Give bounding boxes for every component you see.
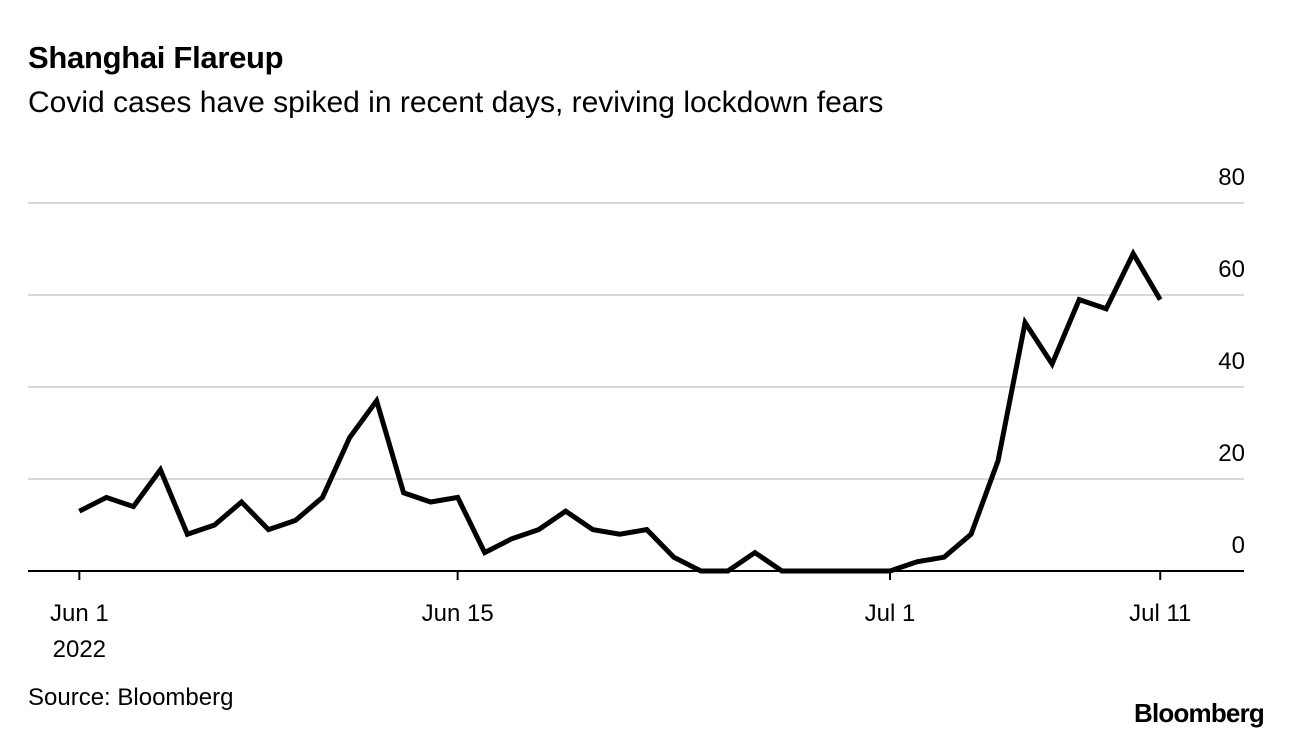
- data-point-day-4: [185, 532, 190, 537]
- data-point-day-37: [1077, 297, 1082, 302]
- gridlines: [28, 202, 1244, 480]
- x-tick-label: Jul 11: [1129, 600, 1191, 627]
- y-axis-labels: 0 20 40 60 80: [1218, 164, 1245, 559]
- data-point-day-39: [1131, 251, 1136, 256]
- data-point-day-5: [212, 523, 217, 528]
- data-point-day-24: [725, 569, 730, 574]
- data-point-day-36: [1050, 362, 1055, 367]
- data-point-day-34: [996, 458, 1001, 463]
- data-point-day-28: [834, 569, 839, 574]
- data-point-day-26: [779, 569, 784, 574]
- x-tick-label: Jul 1: [865, 600, 916, 627]
- data-point-day-12: [401, 490, 406, 495]
- data-point-day-2: [131, 504, 136, 509]
- data-point-day-7: [266, 527, 271, 532]
- source-note: Source: Bloomberg: [28, 684, 234, 711]
- data-point-day-20: [617, 532, 622, 537]
- x-axis-labels: Jun 1 2022 Jun 15 Jul 1 Jul 11: [50, 600, 1191, 663]
- data-point-day-40: [1158, 297, 1163, 302]
- data-point-day-29: [861, 569, 866, 574]
- data-point-day-10: [347, 435, 352, 440]
- series-layer: [77, 248, 1163, 574]
- data-point-day-30: [888, 569, 893, 574]
- y-tick-label: 40: [1218, 348, 1245, 375]
- chart-title: Shanghai Flareup: [28, 40, 284, 75]
- data-point-day-1: [104, 495, 109, 500]
- data-point-day-38: [1104, 306, 1109, 311]
- bloomberg-logo: Bloomberg: [1133, 698, 1265, 728]
- data-point-day-15: [482, 550, 487, 555]
- data-point-day-21: [644, 527, 649, 532]
- data-point-day-9: [320, 495, 325, 500]
- data-point-day-19: [590, 527, 595, 532]
- data-point-day-8: [293, 518, 298, 523]
- x-tick-label: Jun 1: [50, 600, 109, 627]
- data-point-day-25: [752, 550, 757, 555]
- data-point-day-11: [374, 398, 379, 403]
- chart-subtitle: Covid cases have spiked in recent days, …: [28, 86, 884, 119]
- data-point-day-17: [536, 527, 541, 532]
- y-tick-label: 20: [1218, 440, 1245, 467]
- data-point-day-35: [1023, 320, 1028, 325]
- data-point-day-6: [239, 500, 244, 505]
- data-point-day-27: [806, 569, 811, 574]
- y-tick-label: 0: [1232, 532, 1245, 559]
- x-axis: [28, 570, 1244, 580]
- data-point-day-31: [915, 559, 920, 564]
- data-point-day-22: [671, 555, 676, 560]
- data-point-day-14: [455, 495, 460, 500]
- data-point-day-0: [77, 509, 82, 514]
- data-point-day-23: [698, 569, 703, 574]
- series-line-covid-cases: [78, 248, 1163, 574]
- y-tick-label: 60: [1218, 256, 1245, 283]
- data-point-day-13: [428, 500, 433, 505]
- y-tick-label: 80: [1218, 164, 1245, 191]
- data-point-day-16: [509, 536, 514, 541]
- x-tick-label: Jun 15: [422, 600, 494, 627]
- x-tick-sublabel: 2022: [53, 636, 106, 663]
- data-point-day-33: [969, 532, 974, 537]
- data-point-day-18: [563, 509, 568, 514]
- data-point-day-3: [158, 467, 163, 472]
- data-point-day-32: [942, 555, 947, 560]
